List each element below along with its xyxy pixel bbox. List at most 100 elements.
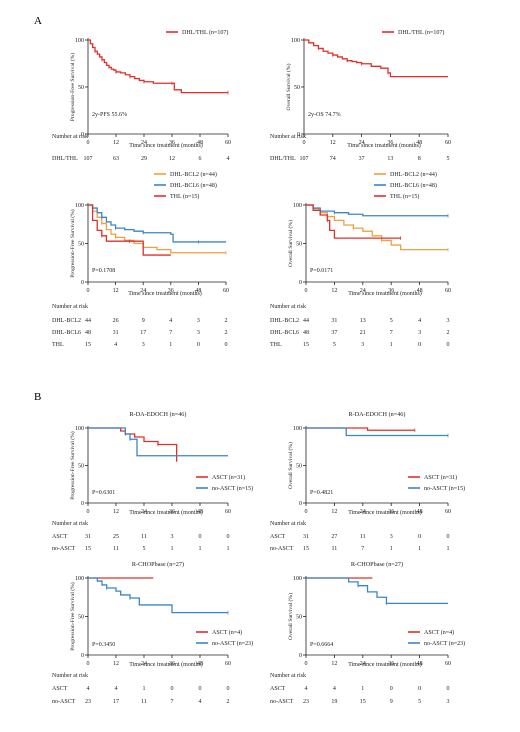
series-line-blue	[88, 577, 228, 614]
risk-value: 17	[113, 699, 119, 705]
risk-row-name: DHL/THL	[270, 156, 296, 162]
y-axis-label: Overall Survival (%)	[285, 63, 292, 110]
risk-row-name: ASCT	[270, 534, 286, 540]
x-tick-label: 12	[331, 661, 337, 667]
risk-value: 74	[330, 156, 336, 162]
x-tick-label: 60	[445, 509, 451, 515]
y-tick-label: 0	[81, 280, 84, 286]
risk-value: 63	[113, 156, 119, 162]
risk-value: 3	[197, 330, 200, 336]
risk-value: 2	[227, 699, 230, 705]
risk-value: 3	[171, 534, 174, 540]
series-line-red	[88, 204, 171, 256]
risk-value: 29	[141, 156, 147, 162]
risk-value: 2	[225, 330, 228, 336]
risk-table-label: Number at risk	[52, 134, 88, 140]
legend-label: no-ASCT (n=23)	[212, 640, 253, 647]
risk-value: 4	[305, 686, 308, 692]
series-line-blue	[88, 427, 228, 457]
series-line-red	[304, 39, 448, 78]
risk-row-name: no-ASCT	[52, 699, 76, 705]
risk-value: 13	[387, 156, 393, 162]
risk-value: 4	[87, 686, 90, 692]
chart-panel-a2: 0 12 24 36 48 60 0 50 100 Time since treatment (m…	[270, 29, 451, 162]
risk-table-label: Number at risk	[270, 304, 306, 310]
risk-value: 0	[225, 342, 228, 348]
risk-value: 31	[331, 318, 337, 324]
y-axis-label: Progression-Free Survival (%)	[69, 431, 76, 499]
legend-label: ASCT (n=31)	[212, 474, 245, 481]
y-tick-label: 100	[293, 203, 302, 209]
section-label-a: A	[34, 15, 42, 27]
y-tick-label: 50	[78, 85, 84, 91]
risk-value: 1	[143, 686, 146, 692]
risk-value: 31	[303, 534, 309, 540]
risk-value: 0	[199, 686, 202, 692]
x-tick-label: 48	[417, 509, 423, 515]
y-tick-label: 100	[75, 576, 84, 582]
risk-value: 3	[390, 534, 393, 540]
risk-value: 9	[142, 318, 145, 324]
x-axis-label: Time since treatment (months)	[348, 661, 422, 668]
risk-row-name: no-ASCT	[270, 546, 294, 552]
risk-value: 3	[447, 699, 450, 705]
risk-value: 0	[418, 534, 421, 540]
chart-annotation: P=0.6301	[92, 490, 115, 496]
risk-value: 44	[303, 318, 309, 324]
x-tick-label: 60	[223, 288, 229, 294]
risk-value: 15	[360, 699, 366, 705]
y-tick-label: 50	[78, 464, 84, 470]
x-tick-label: 24	[141, 509, 147, 515]
y-tick-label: 0	[81, 653, 84, 659]
risk-table-label: Number at risk	[52, 304, 88, 310]
x-tick-label: 12	[113, 661, 119, 667]
x-tick-label: 48	[197, 509, 203, 515]
x-axis-label: Time since treatment (months)	[347, 142, 421, 149]
risk-value: 0	[447, 534, 450, 540]
risk-value: 1	[390, 546, 393, 552]
risk-value: 5	[333, 342, 336, 348]
risk-value: 0	[390, 686, 393, 692]
risk-value: 4	[227, 156, 230, 162]
legend-label: DHL-BCL6 (n=48)	[390, 182, 437, 189]
legend-label: no-ASCT (n=23)	[424, 640, 465, 647]
series-line-red	[88, 427, 178, 462]
risk-value: 6	[199, 156, 202, 162]
risk-table-label: Number at risk	[270, 134, 306, 140]
y-tick-label: 100	[293, 426, 302, 432]
risk-row-name: THL	[270, 342, 282, 348]
risk-value: 25	[113, 534, 119, 540]
risk-table-label: Number at risk	[270, 521, 306, 527]
risk-value: 0	[447, 342, 450, 348]
risk-value: 0	[199, 534, 202, 540]
x-tick-label: 12	[113, 140, 119, 146]
risk-value: 1	[361, 686, 364, 692]
x-tick-label: 36	[169, 509, 175, 515]
risk-value: 15	[303, 546, 309, 552]
x-tick-label: 0	[305, 661, 308, 667]
y-tick-label: 50	[78, 615, 84, 621]
x-axis-label: Time since treatment (months)	[348, 290, 422, 297]
y-tick-label: 0	[81, 132, 84, 138]
series-line-red	[88, 39, 228, 94]
x-tick-label: 60	[225, 140, 231, 146]
x-tick-label: 60	[225, 661, 231, 667]
y-tick-label: 100	[291, 38, 300, 44]
risk-value: 0	[447, 686, 450, 692]
chart-annotation: P=0.4821	[310, 490, 333, 496]
risk-value: 27	[331, 534, 337, 540]
risk-row-name: DHL-BCL6	[270, 330, 299, 336]
x-tick-label: 48	[416, 140, 422, 146]
x-tick-label: 36	[388, 288, 394, 294]
risk-value: 4	[333, 686, 336, 692]
y-tick-label: 100	[75, 38, 84, 44]
x-tick-label: 0	[87, 288, 90, 294]
risk-value: 21	[360, 330, 366, 336]
x-tick-label: 36	[168, 288, 174, 294]
chart-panel-a1: 0 12 24 36 48 60 0 50 100 Time since treatment (m…	[52, 29, 231, 162]
y-axis-label: Progression-Free Survival (%)	[69, 53, 76, 121]
y-tick-label: 0	[299, 501, 302, 507]
risk-value: 31	[113, 330, 119, 336]
